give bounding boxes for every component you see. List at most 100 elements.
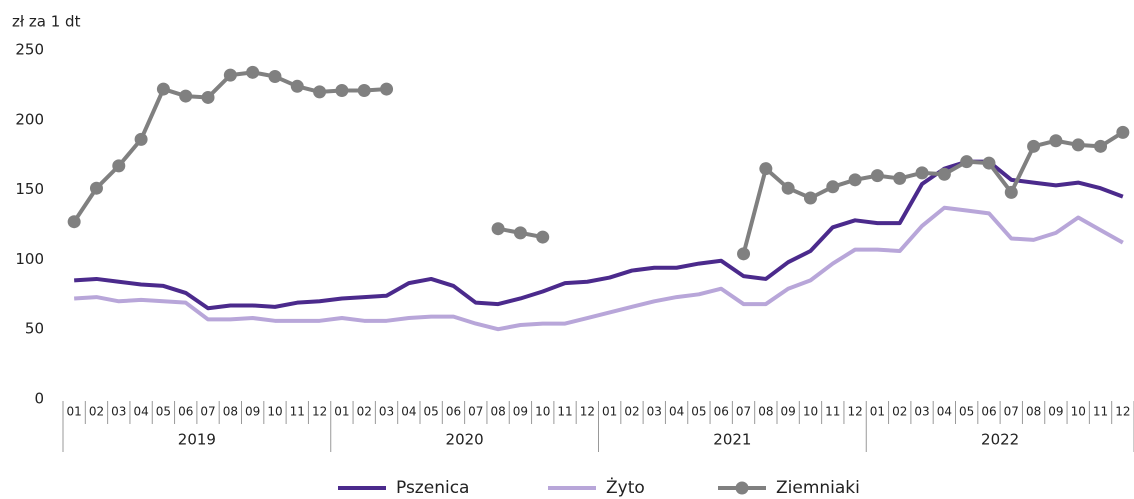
- year-label: 2019: [178, 431, 216, 449]
- series-marker: [179, 89, 193, 103]
- x-tick-label: 06: [446, 405, 461, 419]
- year-label: 2021: [713, 431, 751, 449]
- series-marker: [1049, 134, 1063, 148]
- series-marker: [893, 171, 907, 185]
- x-tick-label: 11: [825, 405, 840, 419]
- series-marker: [1071, 138, 1085, 152]
- x-tick-label: 11: [290, 405, 305, 419]
- series-marker: [848, 173, 862, 187]
- legend-marker: [735, 481, 749, 495]
- series-marker: [67, 215, 81, 229]
- x-tick-label: 04: [937, 405, 952, 419]
- x-tick-label: 12: [580, 405, 595, 419]
- x-tick-label: 10: [535, 405, 550, 419]
- x-tick-label: 06: [714, 405, 729, 419]
- series-marker: [112, 159, 126, 173]
- x-tick-label: 04: [133, 405, 148, 419]
- x-tick-label: 01: [67, 405, 82, 419]
- x-tick-label: 01: [870, 405, 885, 419]
- series-marker: [134, 132, 148, 146]
- series-marker: [246, 65, 260, 79]
- series-marker: [1004, 185, 1018, 199]
- x-tick-label: 08: [1026, 405, 1041, 419]
- series-marker: [223, 68, 237, 82]
- series-marker: [937, 167, 951, 181]
- series-marker: [89, 181, 103, 195]
- series-marker: [803, 191, 817, 205]
- x-tick-label: 06: [981, 405, 996, 419]
- y-axis-label: zł za 1 dt: [12, 13, 81, 31]
- x-tick-label: 02: [624, 405, 639, 419]
- x-tick-label: 09: [513, 405, 528, 419]
- x-tick-label: 08: [490, 405, 505, 419]
- legend-label: Ziemniaki: [776, 478, 860, 498]
- series-marker: [513, 226, 527, 240]
- series-marker: [335, 83, 349, 97]
- x-tick-label: 10: [1071, 405, 1086, 419]
- series-marker: [1094, 139, 1108, 153]
- series-line: [741, 130, 1124, 255]
- series-marker: [982, 156, 996, 170]
- series-marker: [759, 162, 773, 176]
- series-marker: [357, 83, 371, 97]
- x-tick-label: 03: [379, 405, 394, 419]
- y-tick-label: 100: [15, 250, 44, 268]
- series-marker: [268, 70, 282, 84]
- x-tick-label: 10: [803, 405, 818, 419]
- x-tick-label: 03: [111, 405, 126, 419]
- x-tick-label: 06: [178, 405, 193, 419]
- x-tick-label: 09: [245, 405, 260, 419]
- series-marker: [826, 180, 840, 194]
- x-tick-label: 05: [691, 405, 706, 419]
- x-tick-label: 11: [557, 405, 572, 419]
- y-tick-label: 0: [34, 390, 44, 408]
- x-tick-label: 07: [468, 405, 483, 419]
- series-marker: [915, 166, 929, 180]
- series-marker: [201, 90, 215, 104]
- series-marker: [536, 230, 550, 244]
- x-tick-label: 05: [424, 405, 439, 419]
- series-marker: [737, 247, 751, 261]
- year-label: 2022: [981, 431, 1019, 449]
- series-marker: [1116, 125, 1130, 139]
- x-tick-label: 02: [892, 405, 907, 419]
- series-marker: [380, 82, 394, 96]
- y-tick-label: 150: [15, 180, 44, 198]
- legend-label: Żyto: [606, 477, 645, 498]
- y-tick-label: 250: [15, 41, 44, 59]
- x-tick-label: 05: [156, 405, 171, 419]
- x-tick-label: 04: [669, 405, 684, 419]
- series-marker: [1027, 139, 1041, 153]
- x-tick-label: 02: [89, 405, 104, 419]
- series-marker: [313, 85, 327, 99]
- x-tick-label: 07: [1004, 405, 1019, 419]
- y-tick-label: 200: [15, 110, 44, 128]
- year-label: 2020: [446, 431, 484, 449]
- x-tick-label: 07: [200, 405, 215, 419]
- series-marker: [156, 82, 170, 96]
- x-tick-label: 09: [781, 405, 796, 419]
- series-marker: [781, 181, 795, 195]
- x-tick-label: 01: [334, 405, 349, 419]
- x-tick-label: 12: [312, 405, 327, 419]
- x-tick-label: 02: [357, 405, 372, 419]
- x-tick-label: 10: [267, 405, 282, 419]
- x-tick-label: 04: [401, 405, 416, 419]
- series-marker: [870, 169, 884, 183]
- x-tick-label: 05: [959, 405, 974, 419]
- series-line: [74, 205, 1124, 332]
- x-tick-label: 12: [1115, 405, 1130, 419]
- series-marker: [290, 79, 304, 93]
- series-line: [74, 159, 1124, 311]
- legend-label: Pszenica: [396, 478, 469, 498]
- x-tick-label: 09: [1048, 405, 1063, 419]
- x-tick-label: 07: [736, 405, 751, 419]
- x-tick-label: 03: [914, 405, 929, 419]
- x-tick-label: 08: [758, 405, 773, 419]
- x-tick-label: 12: [847, 405, 862, 419]
- y-tick-label: 50: [25, 320, 44, 338]
- series-marker: [960, 155, 974, 169]
- series-marker: [491, 222, 505, 236]
- x-tick-label: 01: [602, 405, 617, 419]
